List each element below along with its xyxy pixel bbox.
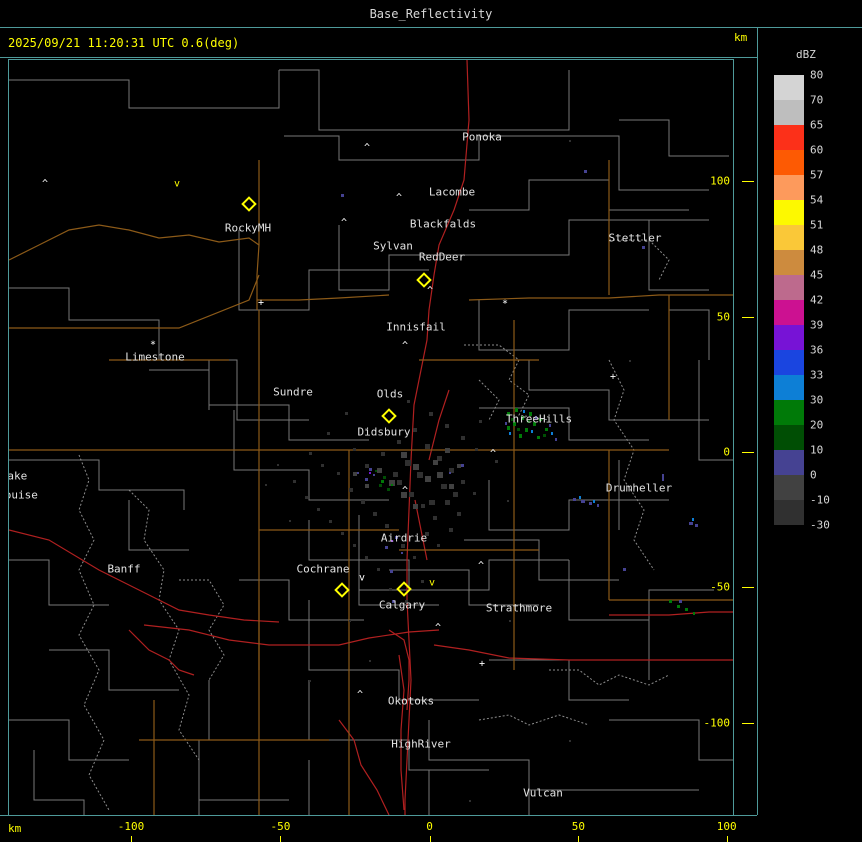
divider-scale-panel xyxy=(757,28,758,815)
scale-tick-33: 33 xyxy=(810,368,824,382)
radar-map-graphics xyxy=(9,60,733,815)
color-swatch-80 xyxy=(774,75,804,100)
map-panel[interactable]: Ponoka Lacombe Blackfalds Stettler Sylvan Red… xyxy=(0,58,757,816)
color-swatch-51 xyxy=(774,225,804,250)
divider-title xyxy=(0,27,862,28)
color-swatch-54 xyxy=(774,200,804,225)
color-swatch-0 xyxy=(774,475,804,500)
scale-tick-65: 65 xyxy=(810,118,824,132)
page-title: Base_Reflectivity xyxy=(369,6,493,21)
color-swatch-36 xyxy=(774,350,804,375)
color-swatch-42 xyxy=(774,300,804,325)
x-axis-unit-label: km xyxy=(8,822,22,835)
radar-echo-isolated-cells xyxy=(309,140,698,802)
color-swatch-48 xyxy=(774,250,804,275)
y-axis-unit-label: km xyxy=(734,31,748,44)
scale-tick-80: 80 xyxy=(810,68,824,82)
scale-tick-57: 57 xyxy=(810,168,824,182)
y-tick-mark--50 xyxy=(742,587,754,589)
color-swatch-30 xyxy=(774,400,804,425)
color-swatch-33 xyxy=(774,375,804,400)
x-axis: km -100 -50 0 50 100 xyxy=(0,816,757,842)
scale-tick-45: 45 xyxy=(810,268,824,282)
scale-tick-30: 30 xyxy=(810,393,824,407)
color-swatch-10 xyxy=(774,450,804,475)
x-tick-label--50: -50 xyxy=(270,820,291,833)
color-swatch-39 xyxy=(774,325,804,350)
x-tick-mark--50 xyxy=(280,836,282,842)
divider-info xyxy=(0,57,757,58)
x-tick-mark-100 xyxy=(726,836,728,842)
y-tick-label--100: -100 xyxy=(703,716,731,730)
y-tick-label--50: -50 xyxy=(710,580,730,594)
x-tick-label--100: -100 xyxy=(117,820,145,833)
color-scale-bar xyxy=(774,75,804,525)
timestamp-label: 2025/09/21 11:20:31 UTC 0.6(deg) xyxy=(8,35,240,50)
x-tick-label-0: 0 xyxy=(426,820,433,833)
radar-plot-area[interactable]: Ponoka Lacombe Blackfalds Stettler Sylvan Red… xyxy=(8,59,734,816)
color-swatch--10 xyxy=(774,500,804,525)
scale-tick-39: 39 xyxy=(810,318,824,332)
color-scale-panel: dBZ 80 70 65 60 57 54 51 48 45 42 39 36 33 30 20 10 0 -10… xyxy=(758,28,862,815)
scale-tick-70: 70 xyxy=(810,93,824,107)
x-tick-label-50: 50 xyxy=(571,820,585,833)
color-swatch-70 xyxy=(774,100,804,125)
scale-tick-48: 48 xyxy=(810,243,824,257)
roads-orange xyxy=(9,160,733,815)
y-tick-mark--100 xyxy=(742,722,754,724)
color-swatch-20 xyxy=(774,425,804,450)
y-tick-label-0: 0 xyxy=(723,445,730,459)
x-tick-label-100: 100 xyxy=(716,820,737,833)
color-scale-labels: 80 70 65 60 57 54 51 48 45 42 39 36 33 30 20 10 0 -10 -30 xyxy=(810,69,860,532)
scale-tick-36: 36 xyxy=(810,343,824,357)
color-swatch-65 xyxy=(774,125,804,150)
scale-tick-20: 20 xyxy=(810,418,824,432)
scale-tick-42: 42 xyxy=(810,293,824,307)
info-bar: 2025/09/21 11:20:31 UTC 0.6(deg) xyxy=(0,28,757,57)
y-axis: 100 50 0 -50 -100 xyxy=(700,58,758,815)
y-tick-mark-100 xyxy=(742,181,754,182)
x-tick-mark-50 xyxy=(578,836,580,842)
scale-tick-10: 10 xyxy=(810,443,824,457)
y-tick-label-100: 100 xyxy=(710,174,730,188)
county-boundaries xyxy=(9,69,733,815)
y-tick-label-50: 50 xyxy=(716,310,730,323)
terrain-outlines xyxy=(78,239,670,811)
scale-tick-51: 51 xyxy=(810,218,824,232)
x-tick-mark--100 xyxy=(130,836,132,842)
radar-echo-main-cluster xyxy=(265,390,509,662)
scale-tick-60: 60 xyxy=(810,143,824,157)
color-scale-title: dBZ xyxy=(796,48,816,61)
scale-tick--10: -10 xyxy=(810,493,830,507)
y-tick-mark-50 xyxy=(742,316,754,318)
highways-red xyxy=(9,60,733,815)
color-swatch-45 xyxy=(774,275,804,300)
radar-echo-threehills-cell xyxy=(505,408,557,441)
title-bar: Base_Reflectivity xyxy=(0,0,862,27)
color-swatch-57 xyxy=(774,175,804,200)
y-tick-mark-0 xyxy=(742,452,754,454)
scale-tick-54: 54 xyxy=(810,193,824,207)
x-tick-mark-0 xyxy=(429,836,431,842)
scale-tick-0: 0 xyxy=(810,468,817,482)
color-swatch-60 xyxy=(774,150,804,175)
scale-tick--30: -30 xyxy=(810,518,830,532)
